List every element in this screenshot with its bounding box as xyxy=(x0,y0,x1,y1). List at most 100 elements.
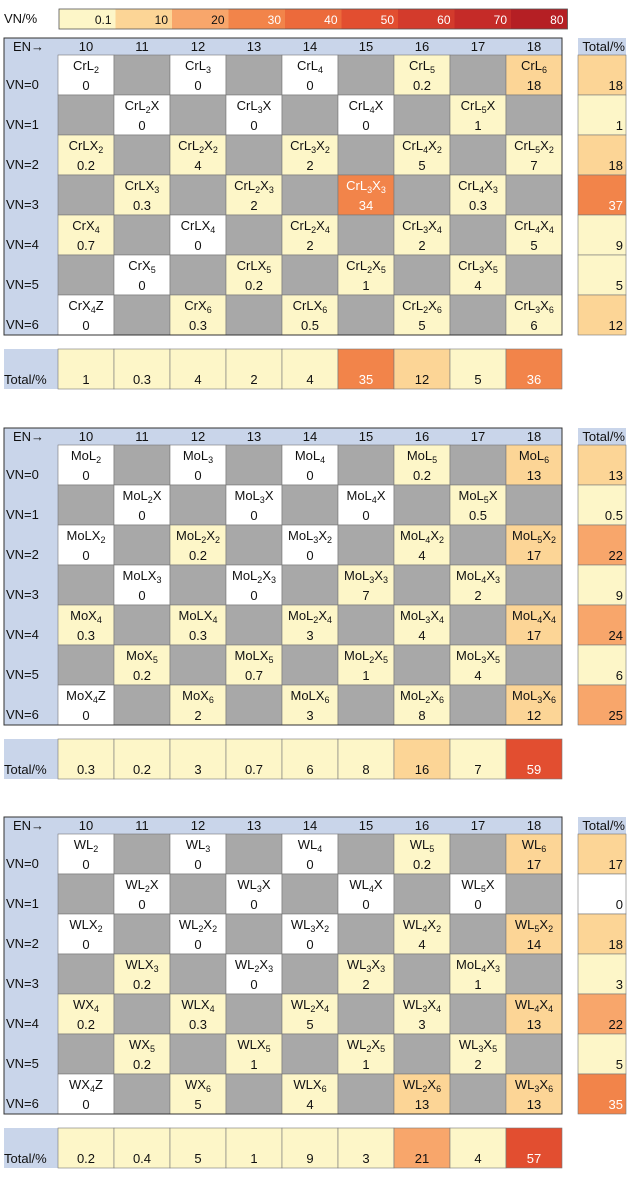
legend-tick-label: 80 xyxy=(550,13,564,27)
cell-formula: WLX4 xyxy=(181,997,214,1014)
column-total-value: 4 xyxy=(474,1151,481,1166)
heatmap-cell xyxy=(57,993,115,1035)
heatmap-cell xyxy=(113,174,171,216)
empty-cell xyxy=(169,1033,227,1075)
legend-tick-label: 10 xyxy=(155,13,169,27)
empty-cell xyxy=(337,913,395,955)
heatmap-cell xyxy=(449,564,507,606)
cell-formula: CrL5 xyxy=(409,58,435,75)
en-tick-label: 18 xyxy=(527,818,541,833)
row-total-cell xyxy=(577,1073,627,1115)
heatmap-cell xyxy=(449,174,507,216)
en-tick-label: 16 xyxy=(415,818,429,833)
cell-value: 4 xyxy=(194,158,201,173)
row-total-cell xyxy=(577,444,627,486)
column-total-cell xyxy=(505,738,563,780)
cell-value: 17 xyxy=(527,628,541,643)
en-tick-label: 13 xyxy=(247,429,261,444)
empty-cell xyxy=(337,134,395,176)
cell-formula: WL3X2 xyxy=(291,917,329,934)
heatmap-cell xyxy=(225,254,283,296)
cell-value: 0 xyxy=(250,508,257,523)
heatmap-cell xyxy=(113,484,171,526)
row-total-value: 13 xyxy=(609,468,623,483)
empty-cell xyxy=(225,833,283,875)
en-axis-label: EN→ xyxy=(13,818,44,833)
en-tick-label: 11 xyxy=(135,39,149,54)
column-total-value: 0.4 xyxy=(133,1151,151,1166)
cell-formula: WL3X6 xyxy=(515,1077,553,1094)
cell-formula: CrL3X6 xyxy=(514,298,554,315)
heatmap-cell xyxy=(57,54,115,96)
column-total-value: 8 xyxy=(362,762,369,777)
cell-formula: MoL2X6 xyxy=(400,688,444,705)
empty-cell xyxy=(449,524,507,566)
cell-value: 7 xyxy=(362,588,369,603)
cell-formula: MoL3 xyxy=(183,448,213,465)
empty-cell xyxy=(113,993,171,1035)
vn-row-label: VN=4 xyxy=(6,237,39,252)
cell-formula: MoL4X xyxy=(347,488,386,505)
heatmap-cell xyxy=(169,214,227,256)
column-total-value: 4 xyxy=(306,372,313,387)
cell-formula: MoL3X6 xyxy=(512,688,556,705)
cell-formula: WLX5 xyxy=(237,1037,270,1054)
heatmap-cell xyxy=(57,214,115,256)
row-total-value: 6 xyxy=(616,668,623,683)
legend-tick-label: 0.1 xyxy=(95,13,112,27)
cell-value: 0 xyxy=(82,857,89,872)
total-header-band xyxy=(578,38,626,55)
empty-cell xyxy=(393,953,451,995)
cell-formula: MoX4 xyxy=(70,608,102,625)
header-band xyxy=(4,428,562,445)
empty-cell xyxy=(113,684,171,726)
column-total-cell xyxy=(113,1127,171,1169)
color-legend: VN/% 0.1 10 20 30 40 50 60 70 80 xyxy=(4,8,568,30)
cell-formula: CrL4X xyxy=(349,98,384,115)
empty-cell xyxy=(113,444,171,486)
column-total-value: 59 xyxy=(527,762,541,777)
empty-cell xyxy=(337,54,395,96)
vn-row-label: VN=2 xyxy=(6,157,39,172)
cell-formula: CrL3X3 xyxy=(346,178,386,195)
empty-cell xyxy=(225,294,283,336)
vn-row-label: VN=6 xyxy=(6,707,39,722)
column-total-cell xyxy=(113,348,171,390)
empty-cell xyxy=(57,1033,115,1075)
en-tick-label: 12 xyxy=(191,39,205,54)
cell-value: 13 xyxy=(527,468,541,483)
empty-cell xyxy=(449,604,507,646)
empty-cell xyxy=(393,873,451,915)
heatmap-cell xyxy=(57,913,115,955)
empty-cell xyxy=(281,644,339,686)
empty-cell xyxy=(449,444,507,486)
empty-cell xyxy=(337,1073,395,1115)
vn-row-label: VN=4 xyxy=(6,627,39,642)
cell-value: 2 xyxy=(194,708,201,723)
total-row-label-band xyxy=(4,739,58,779)
en-axis-label: EN→ xyxy=(13,429,44,444)
cell-value: 3 xyxy=(418,1017,425,1032)
heatmap-panel-3: EN→ 10 11 12 13 14 15 16 17 18 Total/%WL20WL30WL40… xyxy=(3,816,627,1169)
cell-value: 0.3 xyxy=(189,318,207,333)
cell-formula: MoL2X2 xyxy=(176,528,220,545)
column-total-cell xyxy=(505,1127,563,1169)
cell-formula: CrL2X4 xyxy=(290,218,330,235)
cell-formula: MoLX2 xyxy=(67,528,106,545)
row-total-cell xyxy=(577,294,627,336)
cell-value: 0.2 xyxy=(413,78,431,93)
row-total-value: 22 xyxy=(609,548,623,563)
cell-value: 3 xyxy=(306,628,313,643)
heatmap-cell xyxy=(393,524,451,566)
cell-formula: WL3X4 xyxy=(403,997,441,1014)
legend-tick-label: 20 xyxy=(211,13,225,27)
legend-tick-label: 50 xyxy=(381,13,395,27)
column-total-cell xyxy=(337,348,395,390)
en-tick-label: 10 xyxy=(79,39,93,54)
cell-value: 0.2 xyxy=(133,977,151,992)
cell-value: 0 xyxy=(194,238,201,253)
cell-value: 0 xyxy=(82,78,89,93)
row-total-value: 37 xyxy=(609,198,623,213)
cell-value: 0 xyxy=(306,937,313,952)
en-tick-label: 15 xyxy=(359,39,373,54)
